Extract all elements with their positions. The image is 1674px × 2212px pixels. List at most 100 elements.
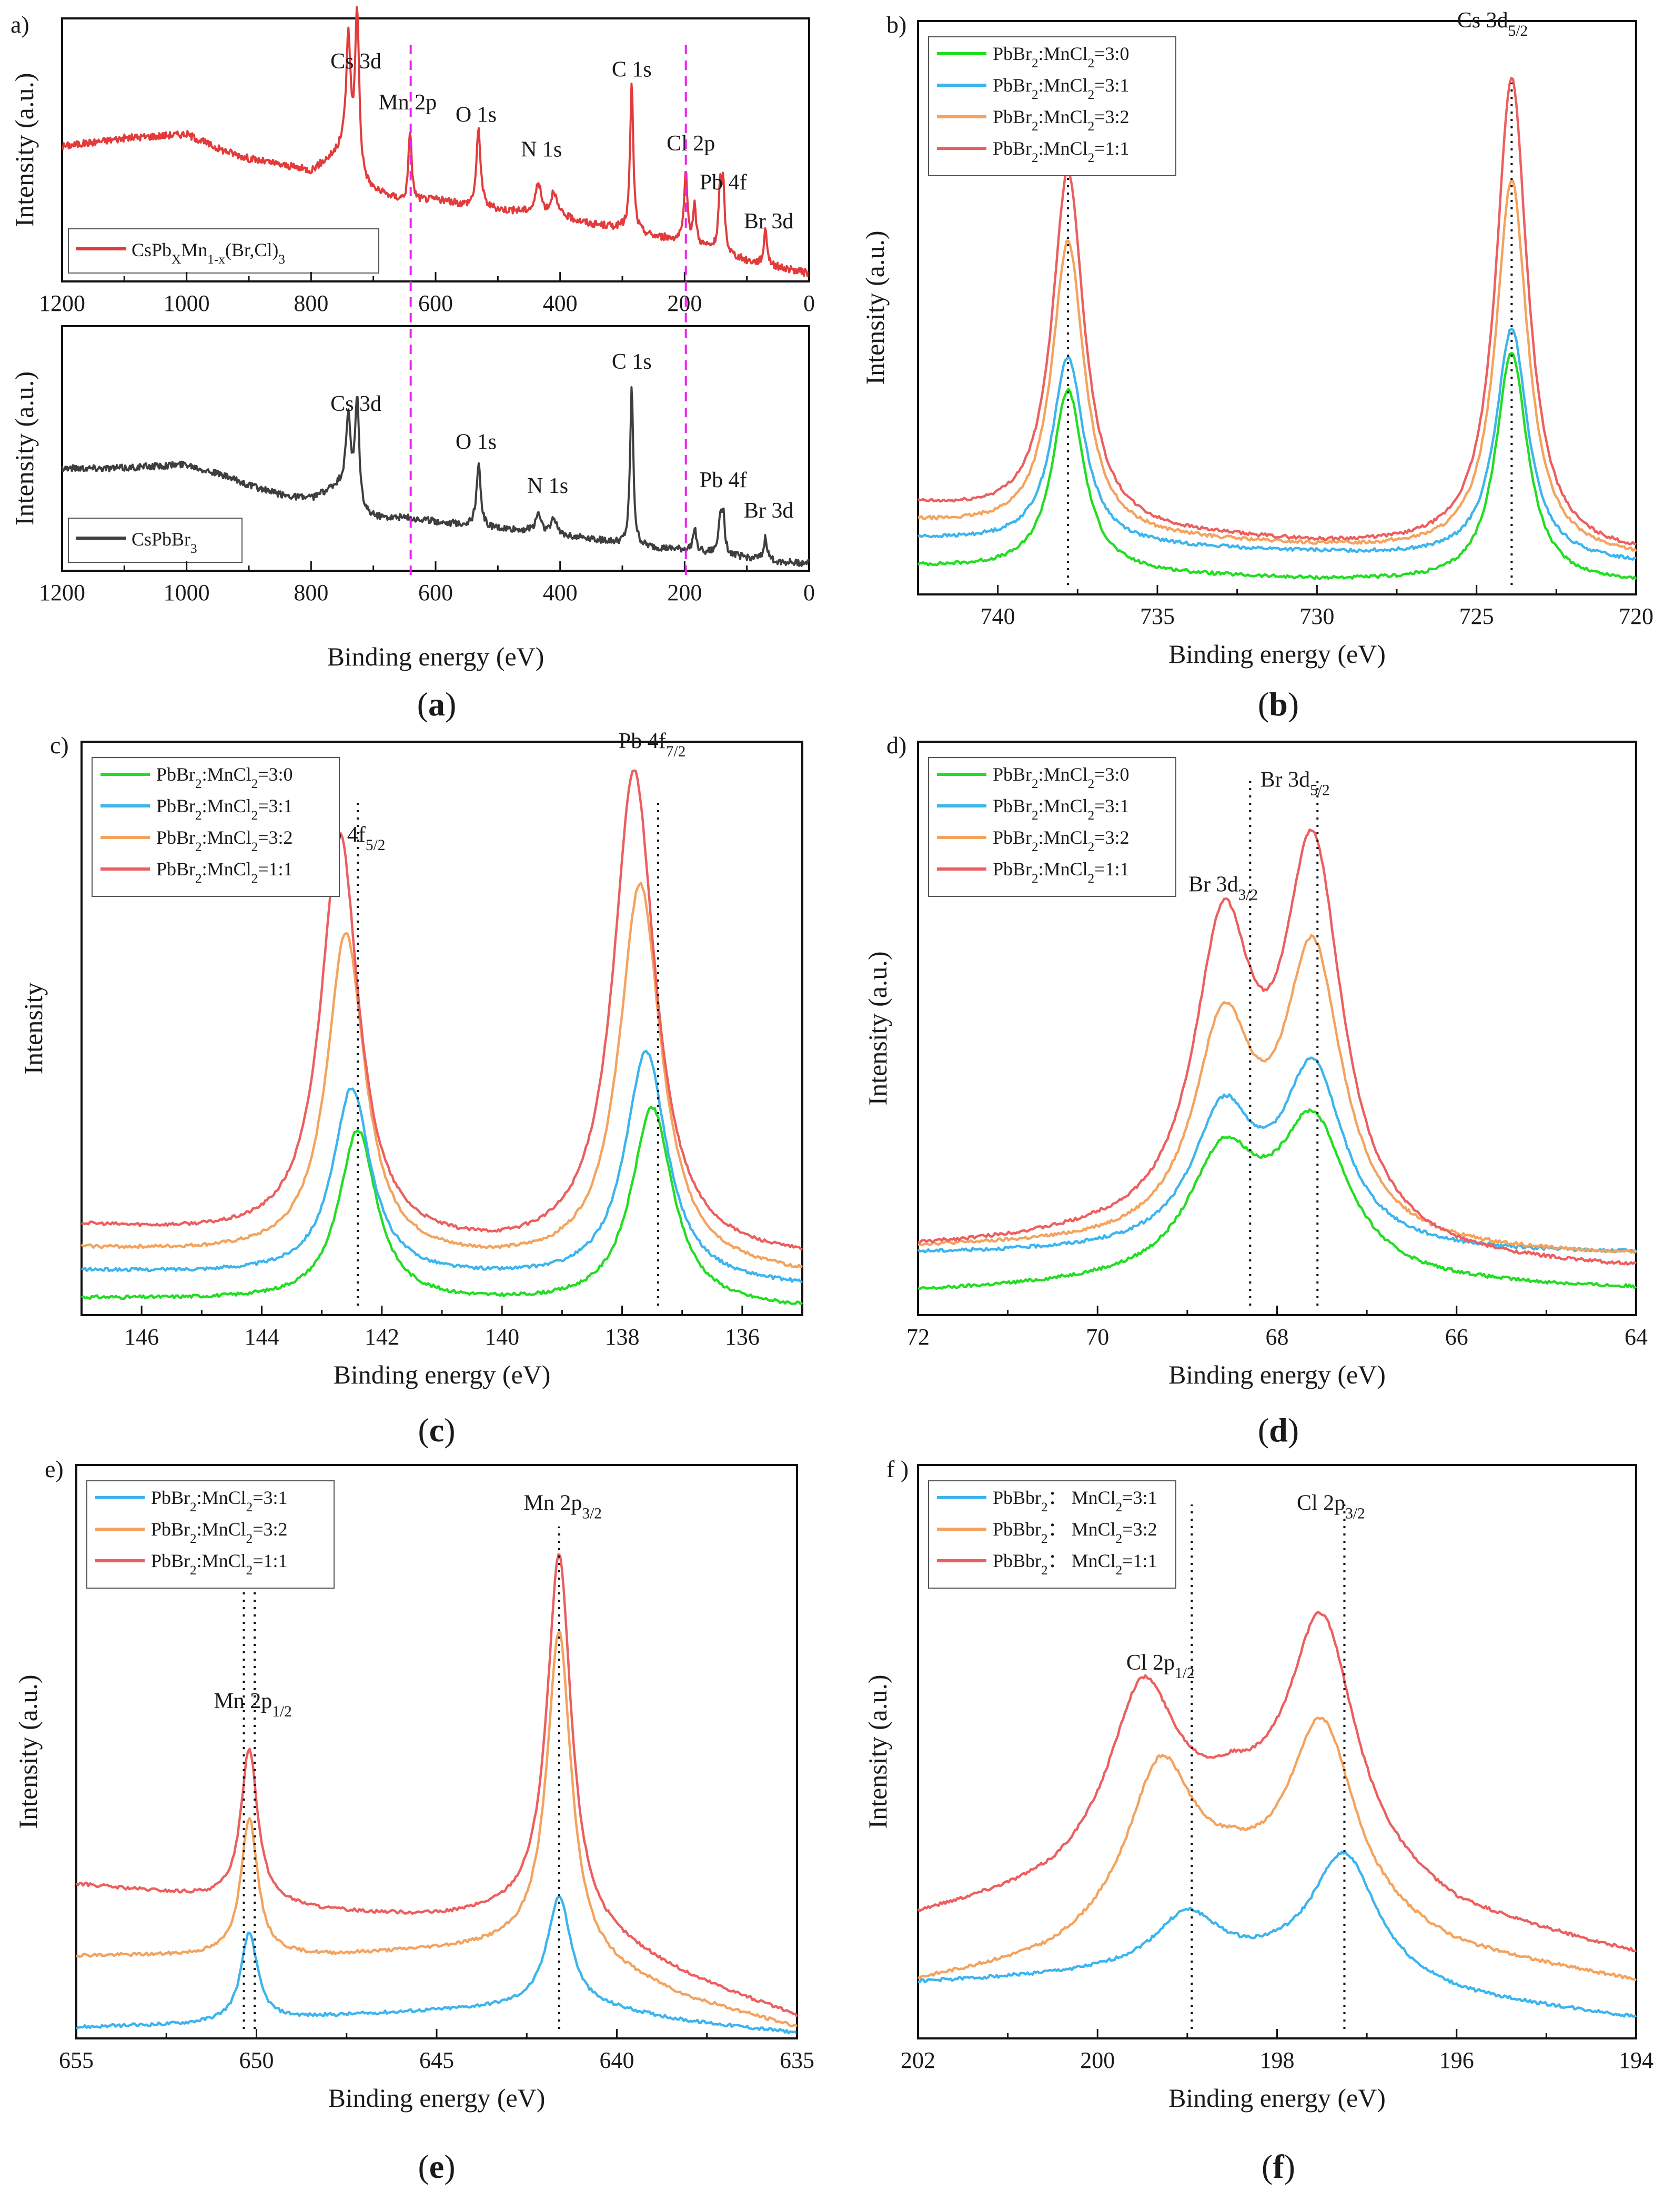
panel-d-legend-entry-part: PbBr [993,858,1032,880]
panel-a-sub1-peak-label: O 1s [456,430,497,454]
panel-c-xtick-label: 146 [124,1324,159,1350]
caption-b: (b) [1258,685,1299,723]
panel-f-legend-entry-part: =3:1 [1122,1487,1157,1508]
panel-f-legend-entry-part: =1:1 [1122,1550,1157,1571]
panel-e-peak-label: Mn 2p1/2 [214,1689,291,1720]
panel-a-sub0-xtick-label: 600 [418,290,453,316]
panel-a-sub1-xtick-label: 0 [803,580,815,605]
panel-e-legend-entry-part: 2 [246,1500,253,1514]
panel-c-legend-entry: PbBr2:MnCl2=3:1 [156,795,293,823]
panel-f-legend-entry-part: ： MnCl [1048,1487,1116,1508]
panel-f-peak-label-part: Cl 2p [1297,1491,1345,1515]
caption-d: (d) [1258,1411,1299,1449]
panel-a-sub1-peak-label: C 1s [612,350,652,374]
panel-c-legend-entry-part: 2 [195,872,202,886]
panel-c-legend-entry-part: 2 [251,872,258,886]
panel-d-legend-entry-part: :MnCl [1038,858,1088,880]
panel-d-xlabel: Binding energy (eV) [1168,1360,1386,1389]
panel-b-legend-entry-part: =3:2 [1094,106,1129,127]
panel-f-legend-entry-part: ： MnCl [1048,1550,1116,1571]
panel-b-legend-entry-part: 2 [1088,56,1095,70]
panel-c-series-3 [81,769,803,1251]
panel-e-mn-2p-spectra: Mn 2p1/2Mn 2p3/2PbBr2:MnCl2=3:1PbBr2:MnC… [13,1456,814,2113]
panel-d-legend-entry-part: =3:1 [1094,795,1129,816]
caption-letter: d [1269,1411,1288,1449]
panel-c-panel-label: c) [50,732,69,759]
panel-e-xlabel: Binding energy (eV) [328,2083,546,2113]
panel-e-legend-entry-part: 2 [246,1532,253,1546]
panel-b-legend-entry-part: =3:1 [1094,75,1129,96]
panel-d-peak-label: Br 3d3/2 [1188,872,1258,903]
panel-c-peak-label: Pb 4f7/2 [619,729,685,760]
panel-d-series-3 [917,829,1637,1266]
panel-a-sub1-xtick-label: 1000 [164,580,210,605]
panel-f-xtick-label: 202 [901,2047,935,2073]
panel-b-peak-label: Cs 3d5/2 [1457,8,1528,39]
panel-e-legend-entry-part: 2 [190,1532,197,1546]
panel-a-sub0-peak-label: Mn 2p [378,90,437,115]
panel-e-legend-entry: PbBr2:MnCl2=1:1 [151,1550,288,1578]
panel-f-legend-entry-part: ： MnCl [1048,1519,1116,1540]
caption-close: ) [444,2148,455,2185]
panel-b-legend-entry: PbBr2:MnCl2=3:0 [993,43,1130,70]
caption-letter: e [429,2148,444,2185]
panel-a-sub0-legend-entry-part: (Br,Cl) [225,239,279,260]
panel-d-legend-entry-part: =1:1 [1094,858,1129,880]
panel-a-sub0-legend-entry-part: 1-x [207,252,225,267]
panel-e-legend-entry: PbBr2:MnCl2=3:1 [151,1487,288,1514]
panel-a-sub1-legend-entry: CsPbBr3 [132,529,197,556]
panel-a-sub1-legend-entry-part: CsPbBr [132,529,190,550]
panel-b-legend-entry-part: 2 [1088,119,1095,134]
panel-e-xtick-label: 640 [600,2047,634,2073]
caption-open: ( [1258,685,1269,723]
panel-f-peak-label-part: Cl 2p [1126,1651,1175,1675]
caption-close: ) [1288,1411,1299,1449]
panel-f-ylabel: Intensity (a.u.) [863,1675,892,1829]
panel-e-xtick-label: 635 [780,2047,814,2073]
panel-e-legend-entry-part: 2 [190,1563,197,1578]
panel-f-xtick-label: 200 [1080,2047,1115,2073]
panel-c-xtick-label: 142 [365,1324,399,1350]
panel-b-series-2 [917,179,1637,552]
panel-a-sub0-xtick-label: 400 [543,290,578,316]
panel-d-xtick-label: 68 [1266,1324,1289,1350]
panel-a-sub0-xtick-label: 1000 [164,290,210,316]
panel-f-xtick-label: 196 [1439,2047,1474,2073]
caption-letter: b [1269,685,1288,723]
panel-b-legend-entry-part: PbBr [993,106,1032,127]
panel-b-panel-label: b) [886,11,906,38]
panel-b-frame [917,20,1637,595]
panel-a-sub0-ylabel: Intensity (a.u.) [9,73,39,227]
panel-a-sub1-xtick-label: 800 [294,580,328,605]
panel-c-xtick-label: 138 [605,1324,640,1350]
panel-c-legend-entry-part: :MnCl [202,858,251,880]
panel-c-legend-entry-part: PbBr [156,827,195,848]
panel-a-sub1-ylabel: Intensity (a.u.) [9,371,39,526]
panel-d-ylabel: Intensity (a.u.) [863,952,892,1106]
panel-b-legend-entry-part: =3:0 [1094,43,1129,64]
panel-b-legend-entry-part: 2 [1032,56,1038,70]
panel-b-legend-entry-part: :MnCl [1038,106,1088,127]
panel-a-sub1-xtick-label: 1200 [39,580,85,605]
panel-f-xtick-label: 198 [1260,2047,1295,2073]
panel-a-sub1-spectrum [61,386,810,567]
panel-e-xtick-label: 650 [239,2047,274,2073]
panel-a-sub0-peak-label: Br 3d [744,209,794,234]
panel-b-legend-entry: PbBr2:MnCl2=3:2 [993,106,1130,134]
panel-d-xtick-label: 72 [906,1324,930,1350]
panel-c-legend-entry-part: 2 [195,777,202,791]
panel-f-series-1 [917,1716,1637,1982]
panel-d-legend-entry-part: 2 [1088,840,1095,854]
panel-d-peak-label-part: 3/2 [1238,886,1258,903]
panel-f-legend-entry: PbBbr2： MnCl2=1:1 [993,1550,1157,1578]
panel-d-legend-entry: PbBr2:MnCl2=3:2 [993,827,1130,854]
caption-open: ( [1262,2148,1273,2185]
panel-b-xtick-label: 735 [1140,603,1175,629]
panel-c-legend-entry: PbBr2:MnCl2=1:1 [156,858,293,886]
panel-c-peak-label-part: 7/2 [666,743,686,760]
panel-f-legend-entry-part: 2 [1116,1563,1123,1578]
panel-d-legend-entry-part: :MnCl [1038,795,1088,816]
caption-open: ( [418,1411,429,1449]
panel-a-sub0-peak-label: N 1s [521,138,562,162]
panel-d-panel-label: d) [886,732,906,759]
